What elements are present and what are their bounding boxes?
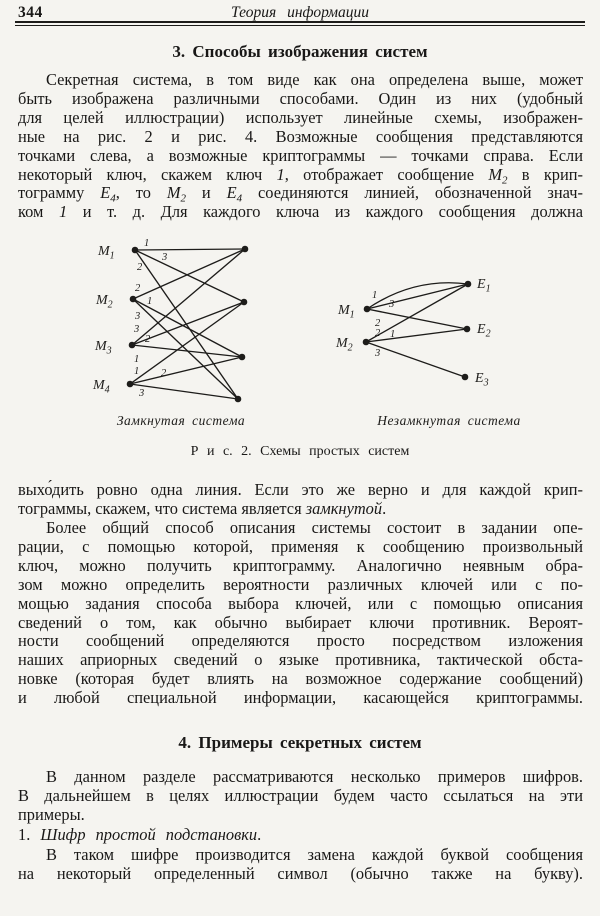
text-line: и любой специальной информации, касающей… <box>18 688 583 708</box>
key-line-3 <box>129 383 239 400</box>
text-line: наших априорных сведений о языке противн… <box>18 650 583 670</box>
node-dot <box>461 373 469 381</box>
section-3-heading: 3. Способы изображения систем <box>172 42 428 61</box>
key-number-label: 2 <box>135 283 141 294</box>
text-line: 1. Шифр простой подстановки. <box>18 825 262 844</box>
node-label: E2 <box>476 322 491 340</box>
header-rule <box>15 21 585 26</box>
key-line-3 <box>366 283 469 310</box>
key-line-3 <box>132 298 243 358</box>
node-dot <box>241 245 249 253</box>
key-number-label: 3 <box>161 252 167 263</box>
closed-system-caption: Замкнутая система <box>117 413 245 428</box>
text-line: примеры. <box>18 804 85 824</box>
key-line-1 <box>366 282 469 310</box>
node-label: E3 <box>474 371 489 389</box>
running-title: Теория информации <box>231 4 369 21</box>
open-system-caption: Незамкнутая система <box>376 413 521 428</box>
text-line: на некоторый определенный символ (обычно… <box>18 863 583 883</box>
text-line: быть изображена различными способами. Од… <box>18 88 583 108</box>
key-line-1 <box>131 344 243 358</box>
key-line-2 <box>131 301 245 346</box>
key-number-label: 1 <box>134 354 139 365</box>
text-line: В таком шифре производится замена каждой… <box>46 845 583 864</box>
text-line: тограммы, скажем, что система является з… <box>18 498 387 518</box>
text-line: тограмму E4, то M2 и E4 соединяются лини… <box>18 183 583 205</box>
text-line: В дальнейшем в целях иллюстрации будем ч… <box>18 785 583 805</box>
text-line: зом можно определить вероятности различн… <box>18 574 583 594</box>
node-dot <box>463 325 471 333</box>
node-dot <box>234 395 242 403</box>
figure-2-caption: Р и с. 2. Схемы простых систем <box>190 444 410 459</box>
node-label: M1 <box>337 303 355 321</box>
node-dot <box>128 341 136 349</box>
paragraph-3: Более общий способ описания системы сост… <box>18 518 583 708</box>
node-label: M2 <box>95 293 113 311</box>
key-number-label: 1 <box>372 290 377 301</box>
key-number-label: 2 <box>137 262 143 273</box>
list-item-1: 1. Шифр простой подстановки. <box>18 825 583 845</box>
key-number-label: 3 <box>138 388 144 399</box>
key-line-1 <box>365 328 468 343</box>
node-dot <box>240 298 248 306</box>
key-number-label: 2 <box>161 368 167 379</box>
paragraph-5: В таком шифре производится замена каждой… <box>18 845 583 884</box>
text-line: выхо́дить ровно одна линия. Если это же … <box>18 480 583 499</box>
text-line: для целей иллюстрации) использует линейн… <box>18 107 583 127</box>
node-dot <box>362 338 370 346</box>
key-line-3 <box>134 249 245 303</box>
key-number-label: 2 <box>375 328 381 339</box>
key-number-label: 1 <box>134 366 139 377</box>
node-dot <box>129 295 137 303</box>
key-line-1 <box>132 298 239 400</box>
key-line-2 <box>366 308 468 330</box>
section-4-heading: 4. Примеры секретных систем <box>178 733 422 752</box>
node-dot <box>131 246 139 254</box>
text-line: В данном разделе рассматриваются несколь… <box>46 767 583 786</box>
key-line-2 <box>129 356 243 385</box>
paragraph-1: Секретная система, в том виде как она оп… <box>18 70 583 222</box>
node-label: M1 <box>97 244 115 262</box>
page-number: 344 <box>18 4 43 21</box>
key-number-label: 1 <box>390 329 395 340</box>
key-line-1 <box>129 301 245 385</box>
text-line: ком 1 и т. д. Для каждого ключа из каждо… <box>18 202 583 222</box>
text-line: Секретная система, в том виде как она оп… <box>46 70 583 89</box>
key-number-label: 2 <box>375 318 381 329</box>
key-number-label: 3 <box>374 348 380 359</box>
node-label: M4 <box>92 378 110 396</box>
text-line: Более общий способ описания системы сост… <box>46 518 583 537</box>
key-number-label: 2 <box>145 334 151 345</box>
key-line-3 <box>131 248 246 346</box>
node-dot <box>363 305 371 313</box>
key-line-3 <box>365 341 466 378</box>
text-line: ные на рис. 2 и рис. 4. Возможные сообще… <box>18 126 583 146</box>
text-line: ности сообщений определяются просто поср… <box>18 631 583 651</box>
key-line-1 <box>134 248 246 251</box>
key-number-label: 3 <box>133 324 139 335</box>
text-line: рации, с помощью которой, применяя к соо… <box>18 536 583 556</box>
key-number-label: 3 <box>134 311 140 322</box>
node-label: M2 <box>335 336 353 354</box>
text-line: сведений о том, как обычно выбирает ключ… <box>18 612 583 632</box>
key-line-2 <box>365 283 469 343</box>
paragraph-2: выхо́дить ровно одна линия. Если это же … <box>18 480 583 519</box>
paragraph-4: В данном разделе рассматриваются несколь… <box>18 767 583 825</box>
text-line: новке (которая будет влиять на возможное… <box>18 669 583 689</box>
key-number-label: 1 <box>147 296 152 307</box>
text-line: мощью задания способа выбора ключей, или… <box>18 593 583 613</box>
text-line: некоторый ключ, скажем ключ 1, отображае… <box>18 164 583 187</box>
key-number-label: 1 <box>144 238 149 249</box>
key-line-2 <box>132 248 246 300</box>
node-label: M3 <box>94 339 112 357</box>
node-dot <box>126 380 134 388</box>
node-dot <box>464 280 472 288</box>
text-line: точками слева, а возможные криптограммы … <box>18 145 583 165</box>
text-line: ключ, можно получить криптограмму. Анало… <box>18 555 583 575</box>
node-label: E1 <box>476 277 491 295</box>
key-number-label: 3 <box>388 299 394 310</box>
node-dot <box>238 353 246 361</box>
